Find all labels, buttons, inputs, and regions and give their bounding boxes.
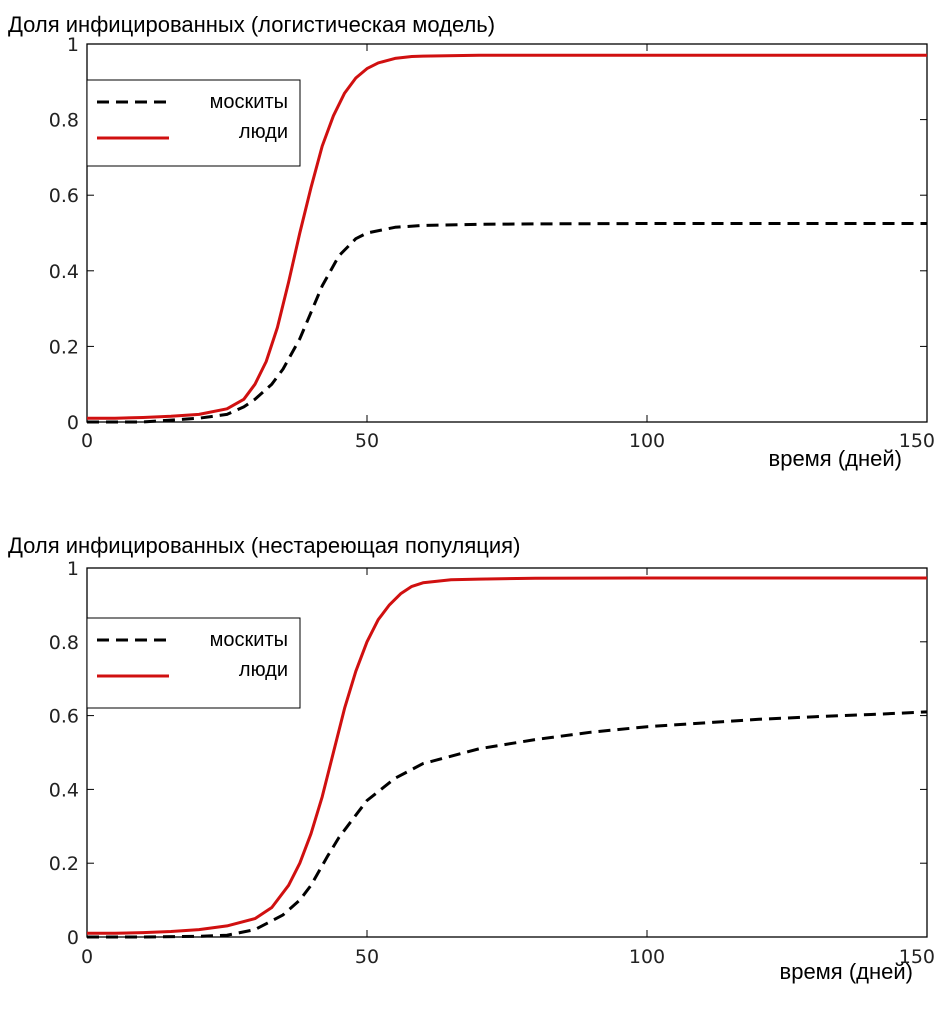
series-line-mosquitoes <box>87 222 927 424</box>
plot-area-frame <box>86 43 928 423</box>
legend-label: москиты <box>210 91 288 113</box>
y-tick-label: 1 <box>67 558 79 580</box>
y-tick-label: 0.8 <box>49 110 79 132</box>
chart-panel-nonaging: Доля инфицированных (нестареющая популяц… <box>0 500 952 1000</box>
chart-nonaging: Доля инфицированных (нестареющая популяц… <box>8 533 935 984</box>
legend-box <box>86 617 301 709</box>
chart-panel-logistic: Доля инфицированных (логистическая модел… <box>0 0 952 500</box>
y-tick-label: 0.2 <box>49 853 79 875</box>
chart-logistic: Доля инфицированных (логистическая модел… <box>8 12 935 471</box>
x-tick-label: 50 <box>355 946 379 968</box>
y-tick-label: 0.8 <box>49 632 79 654</box>
y-tick-label: 0.6 <box>49 706 79 728</box>
x-tick-label: 150 <box>899 430 935 452</box>
y-tick-label: 0.4 <box>49 779 79 801</box>
chart-title: Доля инфицированных (нестареющая популяц… <box>8 533 520 558</box>
y-tick-label: 0 <box>67 927 79 949</box>
legend-label: москиты <box>210 629 288 651</box>
series-line-humans <box>87 576 927 935</box>
x-tick-label: 100 <box>629 430 665 452</box>
x-axis-label: время (дней) <box>769 446 902 471</box>
legend-box <box>86 79 301 167</box>
y-tick-label: 0.2 <box>49 336 79 358</box>
x-tick-label: 0 <box>81 946 93 968</box>
x-tick-label: 100 <box>629 946 665 968</box>
y-tick-label: 0 <box>67 412 79 434</box>
plot-area-frame <box>86 567 928 938</box>
y-tick-label: 0.6 <box>49 185 79 207</box>
y-tick-label: 1 <box>67 34 79 56</box>
x-tick-label: 0 <box>81 430 93 452</box>
x-tick-label: 150 <box>899 946 935 968</box>
legend-label: люди <box>239 121 288 143</box>
chart-title: Доля инфицированных (логистическая модел… <box>8 12 495 37</box>
legend-label: люди <box>239 659 288 681</box>
series-line-mosquitoes <box>87 710 928 939</box>
x-tick-label: 50 <box>355 430 379 452</box>
series-line-humans <box>87 53 927 420</box>
x-axis-label: время (дней) <box>780 959 913 984</box>
y-tick-label: 0.4 <box>49 261 79 283</box>
